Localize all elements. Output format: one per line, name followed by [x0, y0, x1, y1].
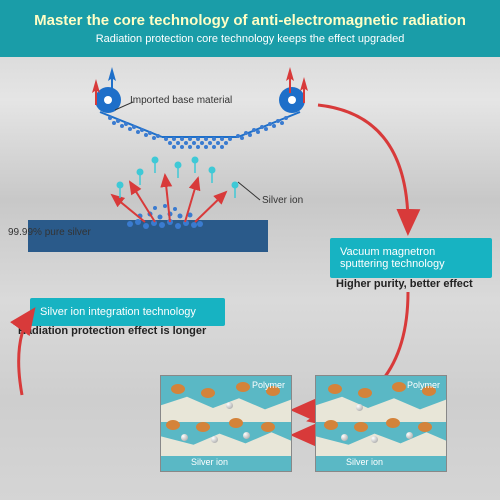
polymer-panel-left: Polymer Silver ion — [160, 375, 292, 472]
silverion-label-l: Silver ion — [191, 457, 228, 467]
silverion-label-r: Silver ion — [346, 457, 383, 467]
polymer-label-r: Polymer — [407, 380, 440, 390]
polymer-label-l: Polymer — [252, 380, 285, 390]
polymer-panel-right: Polymer Silver ion — [315, 375, 447, 472]
